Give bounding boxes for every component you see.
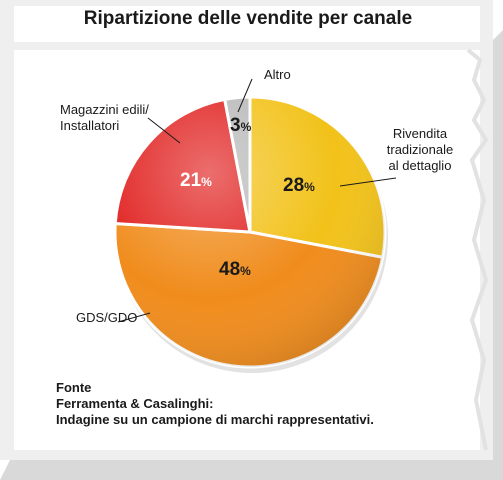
value-label-magazzini: 21%	[180, 170, 212, 191]
leader-line-gds	[117, 312, 151, 323]
source-heading: Fonte	[56, 380, 92, 395]
value-label-rivendita: 28%	[283, 175, 315, 196]
value-label-altro: 3%	[230, 115, 252, 136]
leader-line-magazzini	[147, 117, 181, 144]
leader-line-rivendita	[339, 177, 397, 187]
value-label-gds: 48%	[219, 259, 251, 280]
leader-line-altro	[237, 78, 253, 113]
source-description: Indagine su un campione di marchi rappre…	[56, 412, 374, 427]
category-label-altro: Altro	[264, 67, 291, 82]
source-publication: Ferramenta & Casalinghi:	[56, 396, 214, 411]
category-label-rivendita: Rivendita tradizionale al dettaglio	[386, 126, 454, 173]
category-label-magazzini: Magazzini edili/Installatori	[60, 102, 149, 133]
pie-gloss	[115, 97, 385, 367]
chart-title: Ripartizione delle vendite per canale	[83, 8, 413, 29]
